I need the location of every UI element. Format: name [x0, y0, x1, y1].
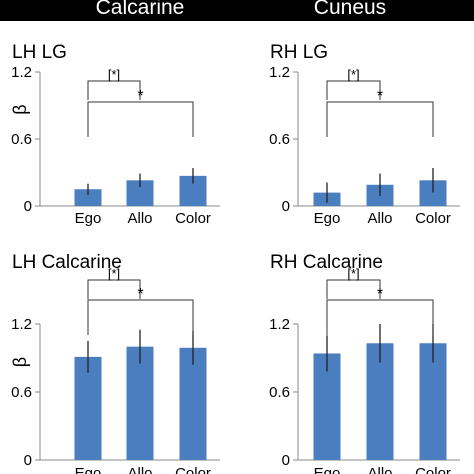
panel4-bar-color	[419, 343, 447, 460]
panel4-sig-label-2: *	[377, 286, 383, 303]
panel1-sig-bracket-2	[87, 101, 194, 137]
panel4-sig-bracket-1	[326, 279, 381, 299]
panel3-title: LH Calcarine	[12, 252, 122, 273]
panel2-ytick-label-1: 0.6	[269, 131, 290, 148]
header-left-title: Calcarine	[95, 0, 185, 19]
panel1-ytick-label-2: 0	[24, 198, 32, 215]
panel2-ytick-label-0: 1.2	[269, 64, 290, 81]
panel2-title: RH LG	[270, 42, 328, 63]
panel1-xtick-label-color: Color	[175, 210, 211, 227]
panel3-sig-label-1: [*]	[108, 266, 120, 281]
panel3-xtick-label-allo: Allo	[127, 465, 152, 474]
panel3-xtick-label-ego: Ego	[75, 465, 102, 474]
panel1-title: LH LG	[12, 42, 67, 63]
panel3-bar-ego	[74, 356, 102, 460]
header-bar: Calcarine Cuneus	[0, 0, 474, 21]
panel4-xtick-label-color: Color	[415, 465, 451, 474]
panel2-xtick-label-color: Color	[415, 210, 451, 227]
panel4-bar-allo	[366, 343, 394, 460]
panel3-sig-label-2: *	[137, 286, 143, 303]
panel2-sig-bracket-2	[326, 101, 434, 137]
panel2-sig-bracket-1	[326, 80, 381, 100]
panel3-xtick-label-color: Color	[175, 465, 211, 474]
panel3-ylabel: β	[10, 357, 30, 367]
panel1-ytick-label-1: 0.6	[11, 131, 32, 148]
panel2-sig-label-1: [*]	[347, 67, 359, 82]
panel3-sig-bracket-1	[87, 279, 141, 299]
panel3-bar-allo	[126, 346, 154, 460]
panel1-sig-label-2: *	[137, 88, 143, 105]
panel1-sig-label-1: [*]	[108, 67, 120, 82]
panel3-bar-color	[179, 347, 207, 460]
panel3-ytick-label-1: 0.6	[11, 384, 32, 401]
panel4-title: RH Calcarine	[270, 252, 383, 273]
panel1-xtick-label-ego: Ego	[75, 210, 102, 227]
panel2-xtick-label-allo: Allo	[367, 210, 392, 227]
panel3-ytick-label-2: 0	[24, 452, 32, 469]
panel4-sig-label-1: [*]	[347, 266, 359, 281]
panel4-xtick-label-ego: Ego	[314, 465, 341, 474]
panel2-sig-label-2: *	[377, 88, 383, 105]
panel4-ytick-label-1: 0.6	[269, 384, 290, 401]
panel4-xtick-label-allo: Allo	[367, 465, 392, 474]
panel1-sig-bracket-1	[87, 80, 141, 100]
panel4-ytick-label-2: 0	[282, 452, 290, 469]
panel2-ytick-label-2: 0	[282, 198, 290, 215]
panel1-ytick-label-0: 1.2	[11, 64, 32, 81]
panel3-ytick-label-0: 1.2	[11, 316, 32, 333]
panel4-ytick-label-0: 1.2	[269, 316, 290, 333]
panel1-bar-ego	[74, 189, 102, 206]
panel1-xtick-label-allo: Allo	[127, 210, 152, 227]
panel2-xtick-label-ego: Ego	[314, 210, 341, 227]
panel4-sig-bracket-2	[326, 299, 434, 335]
panel1-ylabel: β	[10, 104, 30, 114]
header-right-title: Cuneus	[313, 0, 387, 19]
panel3-sig-bracket-2	[87, 299, 194, 335]
